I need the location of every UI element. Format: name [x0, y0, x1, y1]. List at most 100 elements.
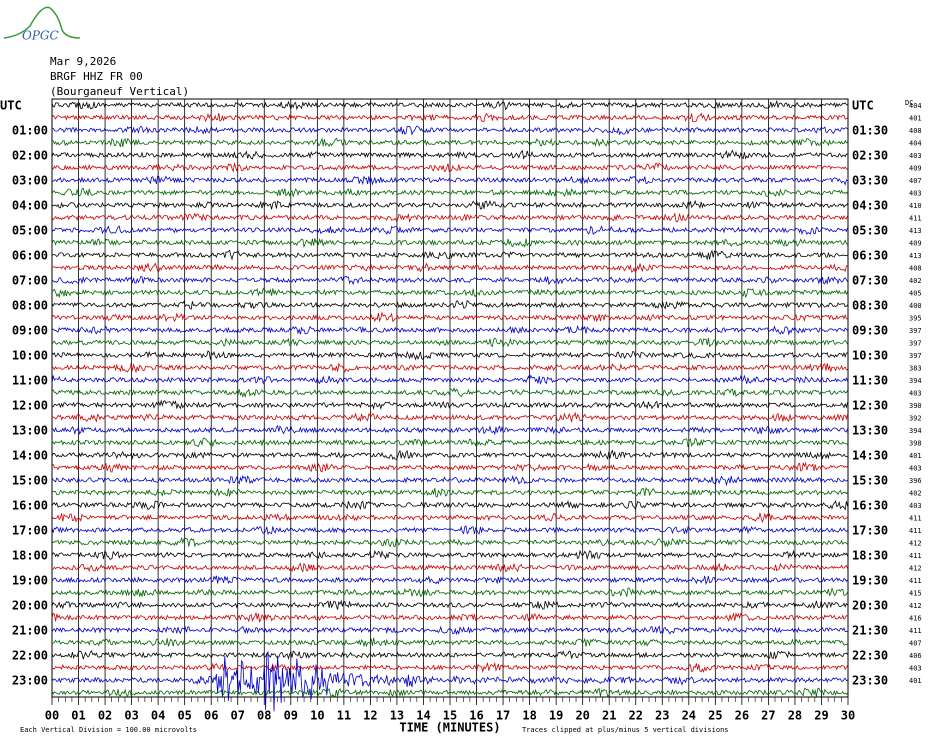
- x-tick-label: 07: [231, 709, 245, 723]
- right-time-label: 03:30: [852, 174, 888, 188]
- right-time-label: 05:30: [852, 224, 888, 238]
- trace: [51, 536, 848, 548]
- trace: [51, 324, 848, 336]
- left-time-label: 18:00: [12, 549, 48, 563]
- trace: [51, 650, 848, 712]
- x-tick-label: 22: [629, 709, 643, 723]
- level-label: 408: [909, 127, 922, 135]
- location: (Bourganeuf Vertical): [50, 85, 189, 98]
- level-label: 390: [909, 402, 922, 410]
- level-label: 394: [909, 377, 922, 385]
- level-label: 400: [909, 302, 922, 310]
- right-time-label: 19:30: [852, 574, 888, 588]
- trace: [51, 125, 848, 136]
- level-label: 403: [909, 465, 922, 473]
- trace: [51, 387, 848, 399]
- level-label: 392: [909, 415, 922, 423]
- left-time-label: 13:00: [12, 424, 48, 438]
- level-label: 406: [909, 652, 922, 660]
- level-label: 409: [909, 165, 922, 173]
- level-label: 412: [909, 602, 922, 610]
- traces: [51, 99, 848, 712]
- left-time-label: 14:00: [12, 449, 48, 463]
- x-tick-label: 14: [416, 709, 430, 723]
- trace: [51, 625, 848, 636]
- left-time-label: 03:00: [12, 174, 48, 188]
- right-time-label: 20:30: [852, 599, 888, 613]
- x-tick-label: 02: [98, 709, 112, 723]
- level-label: 403: [909, 190, 922, 198]
- trace: [51, 99, 848, 111]
- trace: [51, 549, 848, 561]
- x-tick-label: 25: [708, 709, 722, 723]
- scale-note: Each Vertical Division = 100.00 microvol…: [20, 726, 197, 734]
- x-tick-label: 06: [204, 709, 218, 723]
- trace: [51, 575, 848, 586]
- trace: [51, 499, 848, 511]
- trace: [51, 599, 848, 610]
- left-time-label: 11:00: [12, 374, 48, 388]
- level-label: 397: [909, 327, 922, 335]
- x-tick-label: 03: [124, 709, 138, 723]
- trace: [51, 337, 848, 349]
- right-time-label: 06:30: [852, 249, 888, 263]
- level-label: 412: [909, 565, 922, 573]
- level-label: 403: [909, 502, 922, 510]
- left-time-label: 16:00: [12, 499, 48, 513]
- trace: [51, 661, 848, 674]
- level-label: 407: [909, 177, 922, 185]
- right-time-label: 09:30: [852, 324, 888, 338]
- x-tick-label: 16: [469, 709, 483, 723]
- right-time-label: 14:30: [852, 449, 888, 463]
- level-label: 411: [909, 515, 922, 523]
- station: BRGF HHZ FR 00: [50, 70, 143, 83]
- x-tick-label: 00: [45, 709, 59, 723]
- trace: [51, 225, 848, 236]
- x-tick-label: 17: [496, 709, 510, 723]
- x-tick-label: 08: [257, 709, 271, 723]
- right-time-label: 02:30: [852, 149, 888, 163]
- right-time-label: 21:30: [852, 624, 888, 638]
- left-time-label: 12:00: [12, 399, 48, 413]
- trace: [51, 199, 848, 210]
- trace: [51, 275, 848, 286]
- date: Mar 9,2026: [50, 55, 116, 68]
- left-time-label: 06:00: [12, 249, 48, 263]
- level-label: 396: [909, 477, 922, 485]
- level-label: 410: [909, 202, 922, 210]
- right-time-label: 23:30: [852, 674, 888, 688]
- trace: [51, 449, 848, 461]
- x-tick-label: 23: [655, 709, 669, 723]
- x-tick-label: 26: [735, 709, 749, 723]
- x-tick-label: 27: [761, 709, 775, 723]
- trace: [51, 587, 848, 598]
- trace: [51, 149, 848, 160]
- right-time-label: UTC: [852, 99, 874, 113]
- level-label: 415: [909, 590, 922, 598]
- level-label: 408: [909, 265, 922, 273]
- x-tick-label: 15: [443, 709, 457, 723]
- x-tick-label: 13: [390, 709, 404, 723]
- trace: [51, 361, 848, 374]
- level-label: 413: [909, 227, 922, 235]
- x-tick-label: 24: [682, 709, 696, 723]
- level-label: 412: [909, 540, 922, 548]
- left-time-label: UTC: [0, 99, 22, 113]
- x-tick-label: 29: [814, 709, 828, 723]
- level-label: 404: [909, 140, 922, 148]
- logo-text: OPGC: [22, 29, 59, 43]
- left-time-label: 23:00: [12, 674, 48, 688]
- trace: [51, 687, 848, 698]
- trace: [51, 374, 848, 385]
- trace: [51, 424, 848, 436]
- level-label: 404: [909, 102, 922, 110]
- left-time-label: 22:00: [12, 649, 48, 663]
- x-tick-label: 20: [575, 709, 589, 723]
- right-time-label: 01:30: [852, 124, 888, 138]
- level-label: 411: [909, 627, 922, 635]
- trace: [51, 461, 848, 473]
- trace: [51, 411, 848, 423]
- right-header: DC: [905, 99, 913, 107]
- trace: [51, 487, 848, 498]
